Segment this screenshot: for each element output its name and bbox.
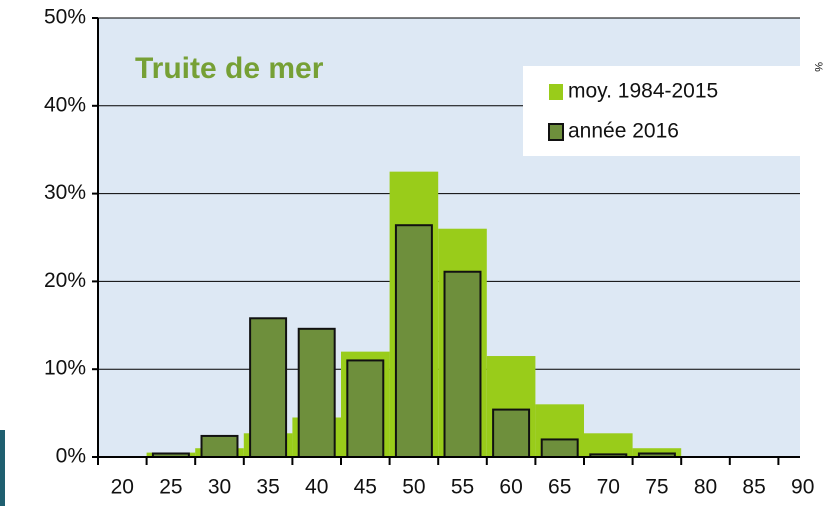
bar	[200, 434, 239, 459]
x-tick-label: 85	[742, 476, 765, 499]
bar	[249, 317, 288, 458]
y-tick-label: 20%	[44, 269, 86, 292]
legend-label: année 2016	[568, 120, 679, 143]
bar	[394, 224, 433, 458]
x-tick-label: 90	[791, 476, 814, 499]
y-tick-label: 40%	[44, 93, 86, 116]
x-tick-label: 60	[499, 476, 522, 499]
x-tick-label: 80	[694, 476, 717, 499]
bar	[540, 438, 579, 459]
chart-title: Truite de mer	[135, 52, 324, 85]
x-tick-label: 20	[111, 476, 134, 499]
legend	[523, 66, 813, 156]
x-tick-label: 25	[159, 476, 182, 499]
y-tick-label: 10%	[44, 357, 86, 380]
legend-label: moy. 1984-2015	[568, 80, 718, 103]
bars	[146, 171, 682, 459]
y-tick-label: 30%	[44, 181, 86, 204]
y-tick-label: 0%	[56, 445, 86, 468]
side-label: %	[812, 62, 824, 72]
x-tick-label: 30	[208, 476, 231, 499]
x-tick-label: 75	[645, 476, 668, 499]
bar	[492, 408, 531, 459]
x-tick-label: 35	[256, 476, 279, 499]
bar	[443, 270, 482, 458]
x-tick-label: 50	[402, 476, 425, 499]
legend-swatch	[548, 123, 564, 141]
y-tick-label: 50%	[44, 6, 86, 29]
x-tick-label: 70	[597, 476, 620, 499]
x-tick-label: 65	[548, 476, 571, 499]
legend-swatch	[549, 84, 563, 100]
x-tick-label: 45	[354, 476, 377, 499]
edge-strip	[0, 430, 5, 506]
bar	[297, 327, 336, 459]
bar	[584, 433, 633, 457]
bar	[346, 359, 385, 459]
x-tick-label: 40	[305, 476, 328, 499]
x-tick-label: 55	[451, 476, 474, 499]
